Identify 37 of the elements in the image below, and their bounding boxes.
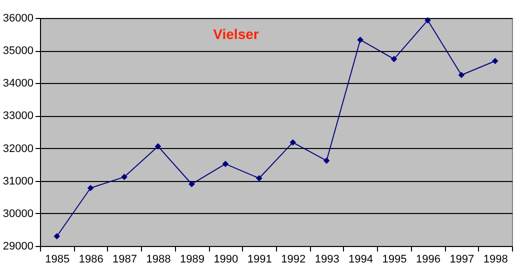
x-tick-label: 1997 [450,254,474,266]
y-tick-label: 33000 [2,110,34,122]
point [188,180,195,188]
x-tick-label: 1986 [78,254,104,266]
point [154,143,162,150]
x-tick-label: 1993 [314,254,340,266]
point [323,158,330,164]
point [290,139,296,146]
x-tick-label: 1995 [382,254,407,266]
y-tick-label: 35000 [2,45,34,58]
x-tick-label: 1988 [146,254,171,266]
y-tick-label: 31000 [2,175,34,188]
x-tick-label: 1996 [416,254,440,266]
point [390,56,398,62]
y-tick-label: 36000 [2,12,34,24]
x-tick-label: 1985 [45,254,70,266]
point [54,233,60,240]
y-tick-label: 32000 [2,142,34,155]
text: Vielser [213,26,260,42]
point [222,160,229,168]
x-tick-label: 1987 [112,254,138,266]
x-tick-label: 1990 [214,254,238,266]
point [424,17,431,24]
y-tick-label: 34000 [2,78,34,90]
y-tick-label: 29000 [2,240,34,252]
x-tick-label: 1989 [180,254,204,266]
point [492,58,498,64]
point [121,174,128,180]
point [458,72,465,78]
point [87,184,94,192]
x-tick-label: 1991 [247,254,272,266]
y-tick-label: 30000 [2,208,34,220]
point [357,36,364,43]
x-tick-label: 1992 [281,254,306,266]
x-tick-label: 1998 [483,254,508,266]
x-tick-label: 1994 [348,254,374,266]
point [256,175,262,182]
